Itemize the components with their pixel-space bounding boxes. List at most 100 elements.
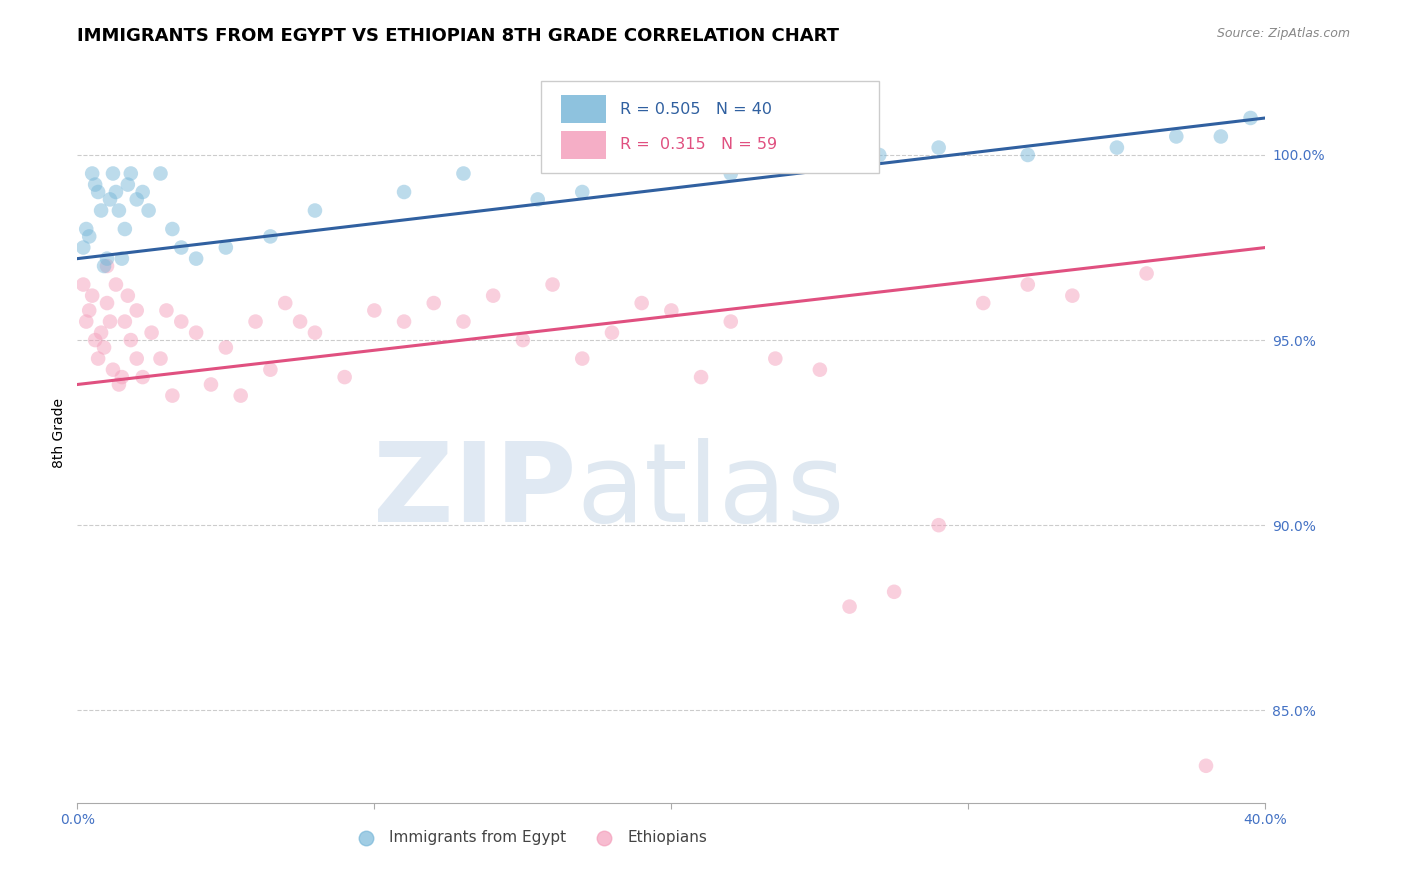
Point — [526, 193, 548, 207]
Point — [138, 203, 160, 218]
Point — [392, 314, 415, 328]
Point — [82, 167, 104, 181]
Point — [77, 229, 100, 244]
Point — [114, 222, 136, 236]
Point — [453, 314, 475, 328]
Point — [600, 326, 623, 340]
Point — [1166, 129, 1188, 144]
Point — [630, 296, 652, 310]
Point — [883, 584, 905, 599]
Text: R =  0.315   N = 59: R = 0.315 N = 59 — [620, 137, 778, 153]
Text: IMMIGRANTS FROM EGYPT VS ETHIOPIAN 8TH GRADE CORRELATION CHART: IMMIGRANTS FROM EGYPT VS ETHIOPIAN 8TH G… — [77, 27, 839, 45]
Point — [363, 303, 385, 318]
Point — [763, 351, 786, 366]
Point — [149, 167, 172, 181]
Point — [120, 333, 142, 347]
Point — [868, 148, 890, 162]
Point — [808, 362, 831, 376]
Text: R = 0.505   N = 40: R = 0.505 N = 40 — [620, 102, 772, 117]
Point — [186, 326, 208, 340]
Point — [1105, 140, 1128, 154]
Point — [1017, 277, 1039, 292]
Point — [1209, 129, 1232, 144]
Point — [90, 203, 112, 218]
Point — [120, 167, 142, 181]
Point — [229, 388, 252, 402]
Point — [779, 155, 801, 169]
Point — [87, 185, 110, 199]
Point — [98, 193, 121, 207]
Point — [117, 288, 139, 302]
Point — [259, 229, 281, 244]
Point — [114, 314, 136, 328]
Point — [482, 288, 505, 302]
Point — [155, 303, 177, 318]
Point — [392, 185, 415, 199]
Point — [571, 351, 593, 366]
Point — [259, 362, 281, 376]
Bar — [561, 95, 606, 123]
Point — [84, 178, 107, 192]
Bar — [561, 130, 606, 159]
Point — [108, 203, 131, 218]
Point — [1017, 148, 1039, 162]
Point — [84, 333, 107, 347]
Point — [72, 241, 94, 255]
Point — [104, 185, 127, 199]
Point — [541, 277, 564, 292]
Point — [720, 167, 742, 181]
Point — [101, 362, 124, 376]
Point — [125, 303, 148, 318]
Text: atlas: atlas — [576, 438, 845, 545]
Point — [93, 341, 115, 355]
Point — [1239, 111, 1261, 125]
Point — [170, 241, 193, 255]
Point — [77, 303, 100, 318]
Point — [131, 185, 153, 199]
Point — [928, 140, 950, 154]
Point — [104, 277, 127, 292]
Point — [512, 333, 534, 347]
Point — [111, 370, 134, 384]
Point — [170, 314, 193, 328]
Point — [93, 259, 115, 273]
Point — [245, 314, 267, 328]
Point — [90, 326, 112, 340]
Point — [141, 326, 163, 340]
FancyBboxPatch shape — [541, 81, 879, 173]
Point — [162, 388, 184, 402]
Point — [1136, 267, 1159, 281]
Point — [453, 167, 475, 181]
Point — [423, 296, 446, 310]
Point — [928, 518, 950, 533]
Point — [215, 241, 238, 255]
Point — [690, 370, 713, 384]
Point — [288, 314, 311, 328]
Point — [661, 303, 683, 318]
Point — [720, 314, 742, 328]
Point — [96, 259, 118, 273]
Point — [186, 252, 208, 266]
Point — [75, 222, 97, 236]
Point — [571, 185, 593, 199]
Point — [304, 326, 326, 340]
Point — [125, 193, 148, 207]
Y-axis label: 8th Grade: 8th Grade — [52, 398, 66, 467]
Point — [72, 277, 94, 292]
Point — [108, 377, 131, 392]
Point — [125, 351, 148, 366]
Point — [96, 296, 118, 310]
Point — [1195, 759, 1218, 773]
Point — [838, 599, 860, 614]
Point — [1062, 288, 1084, 302]
Point — [131, 370, 153, 384]
Point — [333, 370, 356, 384]
Point — [117, 178, 139, 192]
Point — [274, 296, 297, 310]
Legend: Immigrants from Egypt, Ethiopians: Immigrants from Egypt, Ethiopians — [344, 823, 713, 851]
Point — [87, 351, 110, 366]
Point — [82, 288, 104, 302]
Point — [215, 341, 238, 355]
Point — [200, 377, 222, 392]
Point — [162, 222, 184, 236]
